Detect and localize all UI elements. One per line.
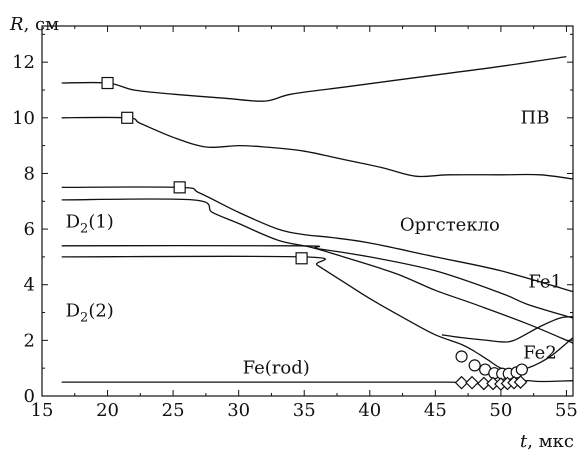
x-axis-label: t, мкс xyxy=(520,431,574,452)
region-label: D2(2) xyxy=(66,301,114,326)
x-tick-label: 15 xyxy=(31,400,54,421)
y-tick-label: 8 xyxy=(24,163,35,184)
region-labels: ПВ Оргстекло Fe1 Fe2 D2(1) D2(2) Fe(rod) xyxy=(66,107,562,378)
circle-marker xyxy=(515,363,528,376)
y-axis-label: R, см xyxy=(9,14,59,35)
y-tick-label: 4 xyxy=(24,275,35,296)
y-tick-label: 12 xyxy=(12,52,35,73)
x-tick-label: 50 xyxy=(489,400,512,421)
x-tick-label: 55 xyxy=(555,400,578,421)
diamond-marker xyxy=(465,375,479,390)
diamond-marker xyxy=(476,376,491,391)
region-label: Fe1 xyxy=(528,272,562,293)
y-tick-label: 10 xyxy=(12,108,35,129)
x-tick-label: 35 xyxy=(293,400,316,421)
region-label: ПВ xyxy=(521,107,550,128)
y-tick-label: 2 xyxy=(24,330,35,351)
series-line-3 xyxy=(61,186,574,293)
series-line-5 xyxy=(61,244,574,319)
square-marker xyxy=(101,76,114,90)
plot-border xyxy=(41,25,574,397)
diamond-marker xyxy=(513,375,528,389)
y-tick-label: 6 xyxy=(24,219,35,240)
series-line-2 xyxy=(61,116,574,180)
series-line-6 xyxy=(61,255,574,372)
region-label: D2(1) xyxy=(66,212,114,237)
diamond-marker xyxy=(454,375,469,390)
region-label: Оргстекло xyxy=(400,214,500,235)
x-tick-label: 40 xyxy=(358,400,381,421)
region-label: Fe2 xyxy=(523,342,557,363)
circle-marker xyxy=(455,350,468,363)
tick-labels: 15 20 25 30 35 40 45 50 55 0 2 4 6 8 10 12 xyxy=(12,52,578,421)
square-marker xyxy=(295,252,308,265)
y-tick-label: 0 xyxy=(24,386,35,407)
circle-marker xyxy=(468,359,481,372)
x-tick-label: 20 xyxy=(96,400,119,421)
region-label: Fe(rod) xyxy=(243,358,310,379)
x-tick-label: 30 xyxy=(227,400,250,421)
x-tick-label: 45 xyxy=(424,400,447,421)
markers xyxy=(101,76,528,391)
square-marker xyxy=(121,111,134,124)
x-tick-label: 25 xyxy=(162,400,185,421)
square-marker xyxy=(173,181,186,194)
plot-frame xyxy=(41,25,574,397)
series-line-7 xyxy=(441,316,574,343)
series-line-1 xyxy=(61,55,567,102)
